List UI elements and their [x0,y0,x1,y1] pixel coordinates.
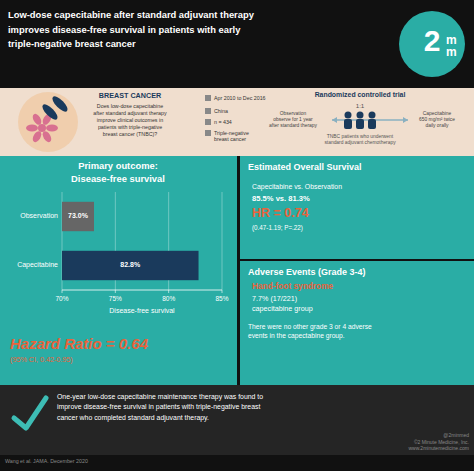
ae-text: 7.7% (17/221) [252,295,297,304]
footer-text: Wang et al. JAMA. December 2020 [5,458,88,464]
ae-note: There were no other grade 3 or 4 adverse… [248,322,372,341]
footer-band [0,455,474,471]
title-band [0,0,474,88]
category-label: Capecitabine [17,261,58,269]
canvas: 70% 75% 80% 85% Disease-free survival Capecit… [0,0,474,471]
tick [115,290,116,293]
icon [344,119,352,129]
category-label: Observation [20,212,58,219]
icon [38,124,46,132]
infographic: 70% 75% 80% 85% Disease-free survival Capecit… [0,0,474,471]
logo [399,11,465,77]
checkmark [14,398,46,428]
icon [46,125,58,132]
icon [205,119,211,125]
icon [205,95,211,101]
tick [168,290,169,293]
bar [62,202,94,231]
arm-text: Observation observe for 1 year after sta… [269,111,317,129]
title: Low-dose capecitabine after standard adj… [8,8,254,52]
icon [345,112,352,119]
data-label: 82.8% [120,261,141,268]
icon [18,92,78,152]
ae-panel [240,261,474,385]
arm-text: Capecitabine 650 mg/m² twice daily orall… [419,111,455,129]
study-detail: Triple-negative breast cancer [214,130,249,143]
os-values: 85.5% vs. 81.3% [252,194,310,203]
icon [369,112,376,119]
tick [62,290,63,293]
divider [240,259,474,261]
study-title: BREAST CANCER [99,92,161,101]
bar [62,251,199,280]
icon [205,130,211,136]
panel-title: Primary outcome: Disease-free survival [71,160,165,185]
hazard-ratio-ci: (95% CI, 0.42-0.95) [10,356,73,365]
study-detail: n = 434 [214,119,232,125]
bars [62,202,199,280]
study-detail: China [214,108,228,114]
tick [222,290,223,293]
icon [205,108,211,114]
study-detail: Apr 2010 to Dec 2016 [214,95,266,101]
x-axis [62,290,222,291]
os-hazard-ratio: HR = 0.74 [252,206,309,221]
design-title: Randomized controlled trial [315,91,406,99]
tick-label: 75% [109,295,122,302]
tick-label: 85% [215,295,228,302]
panel-title: Adverse Events (Grade 3-4) [248,267,366,278]
os-panel [240,156,474,260]
data-label: 73.0% [68,212,89,219]
panel-title: Estimated Overall Survival [248,162,362,173]
population-text: TNBC patients who underwent standard adj… [324,134,395,146]
hazard-ratio: Hazard Ratio = 0.64 [10,335,148,353]
ratio: 1:1 [356,102,365,109]
study-question: Does low-dose capecitabine after standar… [93,103,166,137]
axis-label: Disease-free survival [109,307,175,314]
study-band [0,88,474,156]
icon [357,112,364,119]
ae-text: capecitabine group [252,305,313,314]
icon [40,102,60,122]
icon [356,119,364,129]
tick-label: 80% [162,295,175,302]
logo-text: m m [446,34,457,58]
conclusion-band [0,385,474,455]
footer-text: @2minmed ©2 Minute Medicine, Inc. www.2m… [408,432,469,452]
icon [26,125,38,132]
primary-panel [0,156,237,385]
tick-label: 70% [55,295,68,302]
icon [368,119,376,129]
ae-text: Hand-foot syndrome [252,282,333,292]
conclusion: One-year low-dose capecitabine maintenan… [57,392,263,423]
divider [237,156,240,385]
grid-line [222,192,223,290]
logo-text: 2 [424,26,441,56]
os-text: Capecitabine vs. Observation [252,183,342,191]
os-ci: (0.47-1.19; P=.22) [252,224,303,232]
